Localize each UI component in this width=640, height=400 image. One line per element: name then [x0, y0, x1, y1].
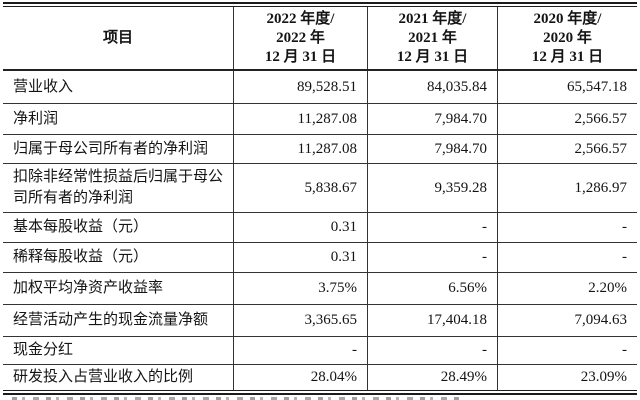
header-col-2022: 2022 年度/ 2022 年 12 月 31 日 [233, 7, 367, 69]
table-row-operating-cash-flow: 经营活动产生的现金流量净额 3,365.65 17,404.18 7,094.6… [3, 305, 637, 337]
row-label: 研发投入占营业收入的比例 [13, 369, 194, 385]
table-row-net-profit-parent: 归属于母公司所有者的净利润 11,287.08 7,984.70 2,566.5… [3, 135, 637, 164]
cut-off-text-remnant [12, 397, 462, 400]
cell-2021: 84,035.84 [367, 71, 497, 103]
table-row-basic-eps: 基本每股收益（元） 0.31 - - [3, 213, 637, 243]
cell-2020: 2,566.57 [497, 104, 637, 134]
header-2020-line1: 2020 年度/ [533, 10, 602, 27]
cell-2020: - [497, 337, 637, 364]
header-col-2020: 2020 年度/ 2020 年 12 月 31 日 [497, 7, 637, 69]
table-row-diluted-eps: 稀释每股收益（元） 0.31 - - [3, 243, 637, 273]
header-2021-line1: 2021 年度/ [398, 10, 467, 27]
cell-2020: - [497, 243, 637, 272]
table-row-cash-dividend: 现金分红 - - - [3, 337, 637, 365]
cell-2021: - [367, 337, 497, 364]
row-label: 现金分红 [13, 342, 74, 358]
cell-2022: 0.31 [233, 213, 367, 242]
header-2020-line3: 12 月 31 日 [531, 48, 604, 65]
header-2022-line2: 2022 年 [276, 29, 325, 46]
cell-2020: 65,547.18 [497, 71, 637, 103]
cell-2022: 3,365.65 [233, 305, 367, 336]
cell-2021: - [367, 213, 497, 242]
table-row-operating-revenue: 营业收入 89,528.51 84,035.84 65,547.18 [3, 71, 637, 104]
header-col-item: 项目 [3, 7, 233, 69]
header-col-2021: 2021 年度/ 2021 年 12 月 31 日 [367, 7, 497, 69]
header-2022-line3: 12 月 31 日 [264, 48, 337, 65]
cell-2022: 28.04% [233, 365, 367, 390]
double-rule-bottom [3, 390, 637, 395]
table-row-rd-expense-ratio: 研发投入占营业收入的比例 28.04% 28.49% 23.09% [3, 365, 637, 390]
cell-2020: 23.09% [497, 365, 637, 390]
header-2021-line2: 2021 年 [408, 29, 457, 46]
double-rule-top [3, 2, 637, 7]
cell-2020: 2.20% [497, 273, 637, 304]
header-2022-line1: 2022 年度/ [266, 10, 335, 27]
cell-2021: - [367, 243, 497, 272]
header-2021-line3: 12 月 31 日 [396, 48, 469, 65]
cell-2022: 5,838.67 [233, 164, 367, 212]
cell-2022: - [233, 337, 367, 364]
cell-2021: 7,984.70 [367, 104, 497, 134]
row-label: 经营活动产生的现金流量净额 [13, 312, 209, 328]
table-row-net-profit-parent-excl-nonrecurring: 扣除非经常性损益后归属于母公司所有者的净利润 5,838.67 9,359.28… [3, 164, 637, 213]
row-label: 基本每股收益（元） [13, 219, 149, 235]
row-label: 营业收入 [13, 78, 74, 95]
cell-2020: 1,286.97 [497, 164, 637, 212]
table-row-net-profit: 净利润 11,287.08 7,984.70 2,566.57 [3, 104, 637, 135]
cell-2022: 11,287.08 [233, 104, 367, 134]
cell-2021: 9,359.28 [367, 164, 497, 212]
row-label: 净利润 [13, 110, 59, 127]
cell-2020: - [497, 213, 637, 242]
cell-2020: 7,094.63 [497, 305, 637, 336]
header-item-label: 项目 [102, 29, 133, 46]
cell-2021: 28.49% [367, 365, 497, 390]
cell-2020: 2,566.57 [497, 135, 637, 163]
row-label: 稀释每股收益（元） [13, 249, 149, 265]
cell-2021: 17,404.18 [367, 305, 497, 336]
table-row-weighted-avg-roe: 加权平均净资产收益率 3.75% 6.56% 2.20% [3, 273, 637, 305]
cell-2021: 6.56% [367, 273, 497, 304]
row-label: 加权平均净资产收益率 [13, 280, 164, 296]
row-label: 归属于母公司所有者的净利润 [13, 140, 209, 157]
table-header-row: 项目 2022 年度/ 2022 年 12 月 31 日 2021 年度/ 20… [3, 7, 637, 71]
cell-2022: 0.31 [233, 243, 367, 272]
cell-2022: 89,528.51 [233, 71, 367, 103]
cell-2022: 3.75% [233, 273, 367, 304]
cell-2021: 7,984.70 [367, 135, 497, 163]
header-2020-line2: 2020 年 [543, 29, 592, 46]
row-label: 扣除非经常性损益后归属于母公司所有者的净利润 [13, 169, 224, 206]
financial-summary-table: 项目 2022 年度/ 2022 年 12 月 31 日 2021 年度/ 20… [3, 2, 637, 395]
cell-2022: 11,287.08 [233, 135, 367, 163]
